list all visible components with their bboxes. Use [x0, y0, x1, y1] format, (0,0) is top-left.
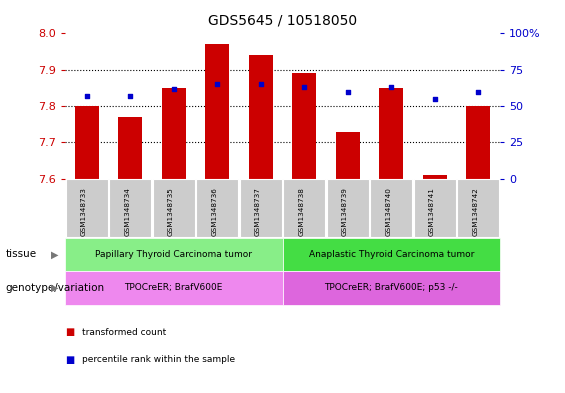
Text: GSM1348733: GSM1348733	[81, 187, 87, 236]
Point	[82, 93, 92, 99]
Point	[125, 93, 134, 99]
Bar	[466, 106, 490, 179]
Bar	[162, 88, 186, 179]
Point	[430, 95, 439, 102]
Text: tissue: tissue	[6, 250, 37, 259]
Point	[299, 84, 308, 90]
Point	[169, 86, 178, 92]
Text: GSM1348734: GSM1348734	[124, 187, 131, 236]
Text: TPOCreER; BrafV600E: TPOCreER; BrafV600E	[124, 283, 223, 292]
Text: GSM1348737: GSM1348737	[255, 187, 261, 236]
Text: GSM1348742: GSM1348742	[472, 187, 478, 236]
Text: GSM1348735: GSM1348735	[168, 187, 174, 236]
Text: transformed count: transformed count	[82, 328, 166, 336]
Bar	[336, 132, 360, 179]
Text: percentile rank within the sample: percentile rank within the sample	[82, 355, 235, 364]
Bar	[423, 175, 447, 179]
Text: GSM1348739: GSM1348739	[342, 187, 347, 236]
Text: GSM1348740: GSM1348740	[385, 187, 391, 236]
Bar	[118, 117, 142, 179]
Text: GDS5645 / 10518050: GDS5645 / 10518050	[208, 14, 357, 28]
Point	[256, 81, 265, 87]
Text: GSM1348741: GSM1348741	[429, 187, 435, 236]
Text: genotype/variation: genotype/variation	[6, 283, 105, 293]
Text: Papillary Thyroid Carcinoma tumor: Papillary Thyroid Carcinoma tumor	[95, 250, 252, 259]
Point	[386, 84, 396, 90]
Bar	[249, 55, 273, 179]
Bar	[379, 88, 403, 179]
Bar	[292, 73, 316, 179]
Text: ■: ■	[65, 327, 74, 337]
Text: ▶: ▶	[51, 283, 58, 293]
Point	[343, 88, 352, 95]
Point	[473, 88, 483, 95]
Text: GSM1348738: GSM1348738	[298, 187, 304, 236]
Bar	[75, 106, 99, 179]
Point	[212, 81, 221, 87]
Text: TPOCreER; BrafV600E; p53 -/-: TPOCreER; BrafV600E; p53 -/-	[324, 283, 458, 292]
Bar	[205, 44, 229, 179]
Text: Anaplastic Thyroid Carcinoma tumor: Anaplastic Thyroid Carcinoma tumor	[308, 250, 474, 259]
Text: ■: ■	[65, 354, 74, 365]
Text: GSM1348736: GSM1348736	[211, 187, 217, 236]
Text: ▶: ▶	[51, 250, 58, 259]
